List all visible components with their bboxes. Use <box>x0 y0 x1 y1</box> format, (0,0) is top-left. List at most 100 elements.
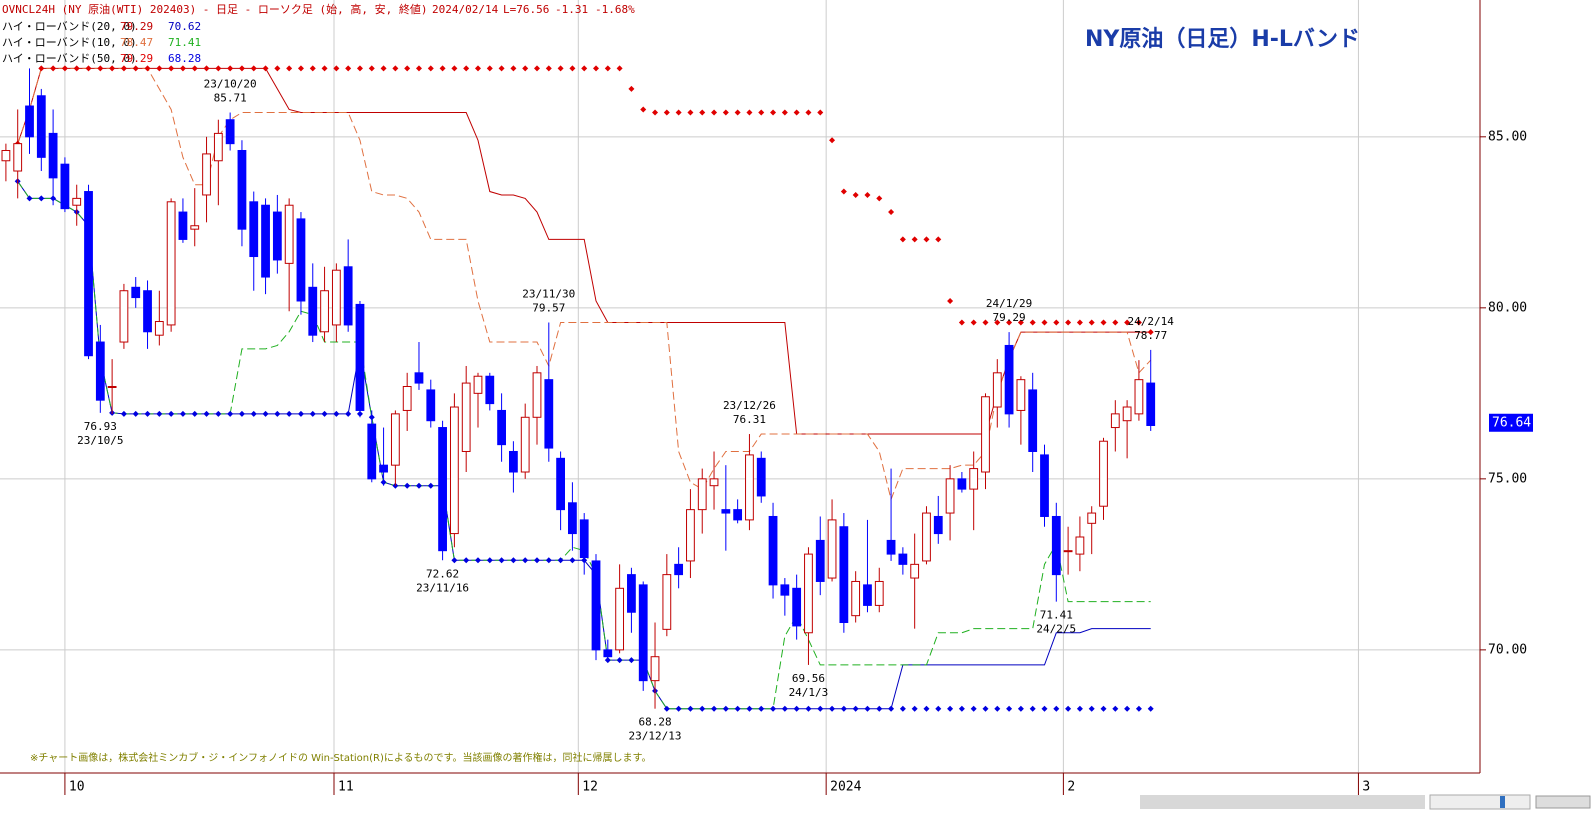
candle-body <box>697 478 707 511</box>
candle-body <box>25 105 34 138</box>
candle-body <box>922 512 931 562</box>
zoom-slider[interactable] <box>1429 794 1531 810</box>
grid <box>0 0 1480 773</box>
x-tick-label: 3 <box>1362 780 1370 795</box>
legend-label: ハイ・ローバンド(20, 0) <box>2 20 137 33</box>
candle-body <box>815 539 825 582</box>
candle-body <box>792 587 802 627</box>
candle-body <box>709 478 719 487</box>
candle-body <box>225 119 235 145</box>
candle-body <box>308 286 318 336</box>
legend-lower: 70.62 <box>168 20 201 33</box>
candle-body <box>1099 440 1108 507</box>
candle-body <box>414 372 424 384</box>
candle-body <box>202 153 211 196</box>
x-tick-label: 2 <box>1067 780 1075 795</box>
candle-body <box>320 290 329 333</box>
candle-body <box>343 266 353 326</box>
annotation-date: 24/1/29 <box>986 297 1032 310</box>
candle-body <box>627 574 636 613</box>
x-tick-label: 12 <box>582 780 598 795</box>
header-date: 2024/02/14 <box>432 3 499 16</box>
annotation-date: 23/10/20 <box>204 78 257 91</box>
scrollbar[interactable] <box>1140 795 1425 809</box>
annotation-value: 79.57 <box>532 302 565 315</box>
candle-body <box>473 375 483 394</box>
candle-body <box>178 211 188 240</box>
candle-body <box>839 526 849 624</box>
last-price-box <box>1489 413 1533 432</box>
candle-body <box>331 269 341 326</box>
candle-body <box>485 375 495 405</box>
candle-body <box>13 143 23 172</box>
candle-body <box>544 379 554 449</box>
candle-body <box>1122 406 1132 422</box>
candle-body <box>154 321 164 336</box>
candle-body <box>945 478 955 514</box>
candle-body <box>721 509 731 514</box>
candle-body <box>36 95 46 158</box>
candle-body <box>438 427 447 552</box>
annotation-value: 79.29 <box>993 311 1026 324</box>
candle-body <box>910 563 920 579</box>
toolbar-buttons[interactable] <box>1535 795 1591 809</box>
candle-body <box>402 386 412 411</box>
candle-body <box>1051 515 1061 576</box>
annotation-date: 23/10/5 <box>77 434 123 447</box>
candle-body <box>520 416 530 473</box>
x-tick-label: 10 <box>69 780 85 795</box>
candle-body <box>638 584 648 682</box>
candle-body <box>461 382 471 452</box>
candle-body <box>874 580 884 606</box>
legend-lower: 68.28 <box>168 52 201 65</box>
candle-body <box>48 132 58 179</box>
candle-body <box>131 286 141 299</box>
candle-body <box>686 509 695 562</box>
candle-body <box>1087 512 1097 524</box>
header-change-pct: -1.68% <box>595 3 635 16</box>
candle-body <box>390 413 400 466</box>
candle-body <box>119 290 129 343</box>
annotation-value: 72.62 <box>426 567 459 580</box>
footnote: ※チャート画像は，株式会社ミンカブ・ジ・インフォノイドの Win-Station… <box>30 751 652 764</box>
candle-body <box>143 290 152 333</box>
candle-body <box>1134 379 1144 415</box>
candle-body <box>603 649 613 658</box>
candle-body <box>449 406 459 535</box>
candle-body <box>863 584 872 606</box>
candle-body <box>674 563 684 576</box>
candle-body <box>1004 344 1014 415</box>
candle-body <box>969 468 979 490</box>
legend-label: ハイ・ローバンド(10, 0) <box>2 36 137 49</box>
legend-upper: 79.29 <box>120 52 153 65</box>
candle-body <box>249 201 259 258</box>
candle-body <box>745 454 754 521</box>
candle-body <box>1016 379 1026 411</box>
legend-lower: 71.41 <box>168 36 201 49</box>
header-symbol: OVNCL24H (NY 原油(WTI) 202403) - 日足 - ローソク… <box>2 2 428 16</box>
candle-body <box>851 580 861 617</box>
last-price-label: 76.64 <box>1492 415 1531 430</box>
candle-body <box>237 149 247 230</box>
annotation-date: 23/11/16 <box>416 581 469 594</box>
candle-body <box>886 539 896 555</box>
candle-body <box>933 515 943 535</box>
annotation-value: 85.71 <box>214 92 247 105</box>
candle-body <box>756 457 766 497</box>
candle-body <box>367 423 377 480</box>
candle-body <box>296 218 306 302</box>
candle-body <box>591 560 601 651</box>
annotation-date: 23/12/13 <box>629 730 682 743</box>
legend-upper: 78.47 <box>120 36 153 49</box>
candle-body <box>1063 550 1073 553</box>
candle-body <box>60 163 70 210</box>
candle-body <box>509 450 518 473</box>
candle-body <box>957 478 967 490</box>
candle-body <box>355 303 365 411</box>
candle-body <box>190 225 200 230</box>
slider-thumb[interactable] <box>1500 796 1505 808</box>
candle-body <box>733 509 743 521</box>
candle-body <box>1040 454 1049 517</box>
